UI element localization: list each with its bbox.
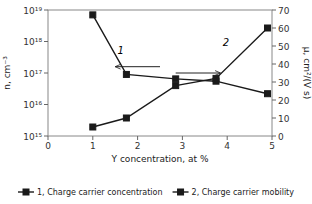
x-tick-label: 5 [269, 141, 275, 151]
y-tick-label: 10¹⁹ [23, 6, 42, 16]
series-point [213, 75, 219, 81]
axis-arrow [176, 73, 221, 74]
legend: 1, Charge carrier concentration 2, Charge… [18, 188, 294, 197]
y-tick [44, 10, 48, 11]
y-axis-label: n, cm⁻³ [2, 56, 12, 90]
series-point [123, 115, 129, 121]
series-point [90, 12, 96, 18]
y2-axis-label: μ, cm²/(V s) [302, 47, 312, 100]
x-tick [272, 136, 273, 140]
x-tick [92, 136, 93, 140]
series-point [90, 124, 96, 130]
x-tick-label: 0 [45, 141, 51, 151]
y2-tick [272, 28, 276, 29]
plot-frame [48, 10, 272, 136]
y2-tick-label: 10 [278, 114, 290, 124]
y2-tick-label: 30 [278, 78, 290, 88]
y2-tick-label: 20 [278, 96, 290, 106]
legend-item: 2, Charge carrier mobility [173, 188, 295, 197]
y2-tick-label: 60 [278, 24, 290, 34]
y-tick-label: 10¹⁷ [23, 69, 42, 79]
x-tick [182, 136, 183, 140]
y-tick-label: 10¹⁵ [23, 132, 42, 142]
x-axis-label: Y concentration, at % [111, 154, 209, 164]
y-tick-label: 10¹⁶ [23, 100, 42, 110]
y2-tick-label: 70 [278, 6, 290, 16]
y-tick [44, 41, 48, 42]
plot-area [90, 12, 271, 130]
legend-item: 1, Charge carrier concentration [18, 188, 163, 197]
x-tick-label: 4 [224, 141, 230, 151]
y-tick-label: 10¹⁸ [23, 37, 42, 47]
legend-label: 1, Charge carrier concentration [37, 188, 163, 197]
x-tick [227, 136, 228, 140]
series-point [265, 25, 271, 31]
legend-label: 2, Charge carrier mobility [192, 188, 295, 197]
series-point [173, 83, 179, 89]
x-tick [137, 136, 138, 140]
x-tick-label: 3 [180, 141, 186, 151]
y-tick [44, 136, 48, 137]
y2-tick-label: 0 [278, 132, 284, 142]
chart: 0 1 2 3 4 5 10¹⁵ 10¹⁶ 10¹⁷ 10¹⁸ 10¹⁹ 0 10 20 30 40 50 60 7… [0, 0, 312, 204]
y2-tick [272, 100, 276, 101]
y2-tick [272, 64, 276, 65]
y2-tick-label: 40 [278, 60, 290, 70]
series-point [265, 91, 271, 97]
y-tick [44, 73, 48, 74]
series-point [123, 71, 129, 77]
series-point [173, 76, 179, 82]
x-tick-label: 2 [135, 141, 141, 151]
y2-tick [272, 46, 276, 47]
x-tick-label: 1 [90, 141, 96, 151]
y2-tick [272, 82, 276, 83]
y2-tick-label: 50 [278, 42, 290, 52]
curve-label: 1 [117, 45, 123, 56]
y2-tick [272, 136, 276, 137]
x-tick [48, 136, 49, 140]
legend-marker [178, 189, 184, 195]
series-line [93, 28, 268, 127]
legend-marker [23, 189, 29, 195]
y2-tick [272, 10, 276, 11]
axis-arrow [115, 66, 160, 67]
curve-label: 2 [223, 37, 229, 48]
y-tick [44, 104, 48, 105]
y2-tick [272, 118, 276, 119]
